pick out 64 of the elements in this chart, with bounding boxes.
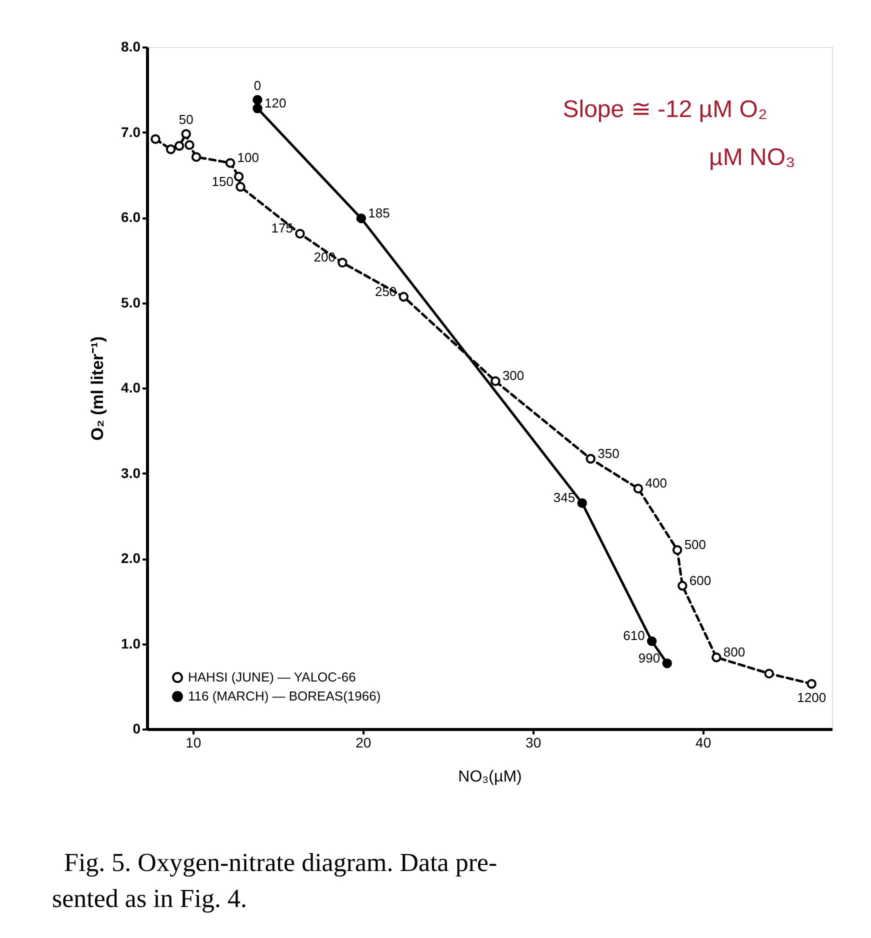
legend-label: 116 (MARCH) — BOREAS(1966) [188, 688, 381, 704]
point [338, 258, 348, 268]
x-axis-title: NO₃(µM) [458, 768, 522, 786]
point [672, 545, 682, 555]
annotation: 400 [645, 476, 667, 491]
point [295, 228, 305, 239]
y-tick-label: 6.0 [121, 209, 141, 225]
annotation: 300 [502, 368, 524, 384]
point [150, 134, 160, 144]
x-tick-label: 10 [186, 734, 202, 750]
point [166, 144, 176, 154]
point [181, 129, 191, 139]
point [646, 636, 657, 646]
annotation: 100 [237, 150, 259, 165]
annotation: 600 [689, 572, 712, 588]
annotation: 345 [553, 490, 576, 506]
point [662, 658, 672, 668]
annotation: 185 [368, 205, 390, 220]
y-tick-label: 3.0 [121, 464, 141, 481]
point [225, 158, 236, 168]
point [184, 140, 194, 150]
annotation: 500 [684, 536, 706, 552]
y-tick-label: 4.0 [121, 380, 141, 396]
annotation: 990 [638, 650, 660, 666]
y-tick-label: 5.0 [121, 294, 141, 310]
y-axis-title: O₂ (ml liter⁻¹) [88, 336, 108, 441]
y-tick-label: 8.0 [121, 38, 141, 54]
point [191, 152, 202, 162]
text: sented as in Fig. 4. [52, 884, 247, 913]
point [577, 498, 588, 508]
y-tick-label: 7.0 [121, 124, 141, 140]
point [252, 94, 262, 105]
annotation: 50 [178, 112, 194, 127]
x-tick-label: 20 [356, 734, 372, 750]
point [490, 376, 500, 386]
point [678, 580, 688, 591]
point [806, 678, 816, 689]
annotation: 1200 [797, 690, 826, 705]
point [234, 172, 244, 182]
point [356, 213, 366, 224]
y-tick-label: 2.0 [121, 550, 141, 566]
x-tick-label: 30 [526, 734, 542, 750]
annotation: Slope ≅ -12 µM O₂ [562, 96, 768, 123]
point [236, 182, 246, 192]
annotation: 150 [212, 174, 234, 189]
point [252, 104, 262, 114]
caption: Fig. 5. Oxygen-nitrate diagram. Data pre- [64, 848, 498, 877]
legend-label: HAHSI (JUNE) — YALOC-66 [188, 670, 356, 684]
y-tick-label: 0 [132, 720, 141, 736]
point [712, 652, 722, 662]
annotation: 120 [264, 95, 286, 110]
point [398, 292, 409, 302]
y-tick-label: 1.0 [121, 635, 141, 652]
point [174, 141, 184, 151]
annotation: 0 [254, 78, 262, 93]
point [586, 454, 596, 464]
annotation: 800 [723, 644, 746, 660]
point [764, 668, 774, 678]
point [633, 484, 644, 494]
annotation: 610 [623, 628, 645, 644]
x-tick-label: 40 [696, 734, 712, 750]
annotation: 175 [271, 220, 293, 236]
annotation: µM NO₃ [709, 144, 796, 171]
annotation: 350 [598, 446, 620, 461]
